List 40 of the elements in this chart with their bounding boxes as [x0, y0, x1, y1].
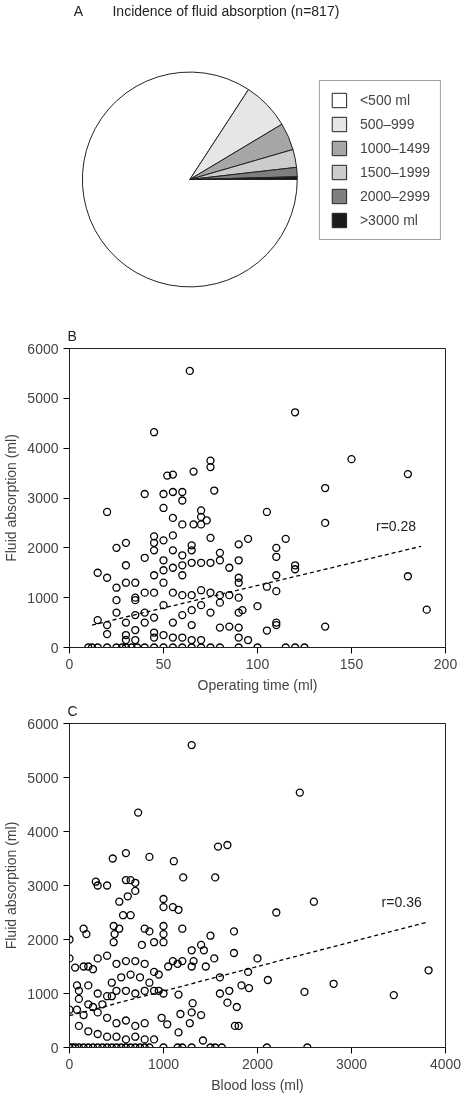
x-tick-label: 150 [339, 655, 364, 672]
y-axis-title: Fluid absorption (ml) [3, 821, 20, 950]
x-tick-label: 3000 [335, 1055, 368, 1072]
legend-label: 2000–2999 [359, 188, 430, 204]
x-tick-label: 0 [65, 1055, 74, 1072]
y-tick-label: 0 [50, 1039, 59, 1056]
y-tick-label: 3000 [27, 490, 59, 506]
chart-title: Incidence of fluid absorption (n=817) [112, 3, 340, 20]
y-tick-label: 5000 [27, 390, 59, 407]
legend-label: <500 ml [359, 92, 411, 108]
y-tick-label: 1000 [27, 589, 59, 606]
y-axis-title: Fluid absorption (ml) [3, 434, 20, 562]
x-tick-label: 2000 [241, 1055, 274, 1072]
x-tick-label: 50 [155, 655, 172, 672]
x-tick-label: 100 [245, 655, 270, 672]
annotation: r=0.28 [375, 518, 417, 535]
x-tick-label: 4000 [429, 1055, 462, 1072]
text: A [73, 3, 84, 20]
y-tick-label: 6000 [27, 715, 59, 732]
y-tick-label: 4000 [27, 823, 59, 840]
legend-label: 1000–1499 [359, 140, 430, 156]
y-tick-label: 4000 [27, 440, 59, 457]
legend-label: 500–999 [359, 116, 415, 132]
y-tick-label: 0 [50, 639, 59, 656]
text: C [67, 702, 78, 719]
x-axis-title: Blood loss (ml) [211, 1076, 304, 1093]
y-tick-label: 2000 [27, 539, 59, 556]
x-tick-label: 200 [433, 655, 458, 672]
y-tick-label: 6000 [27, 340, 59, 357]
text: B [67, 327, 77, 344]
annotation: r=0.36 [381, 894, 422, 911]
x-tick-label: 0 [65, 655, 74, 672]
y-tick-label: 3000 [27, 877, 59, 894]
legend-label: 1500–1999 [359, 164, 430, 180]
y-tick-label: 1000 [27, 985, 59, 1002]
legend-label: >3000 ml [359, 212, 418, 228]
y-tick-label: 2000 [27, 931, 59, 948]
y-tick-label: 5000 [27, 769, 59, 786]
x-tick-label: 1000 [147, 1055, 180, 1072]
x-axis-title: Operating time (ml) [197, 676, 318, 693]
